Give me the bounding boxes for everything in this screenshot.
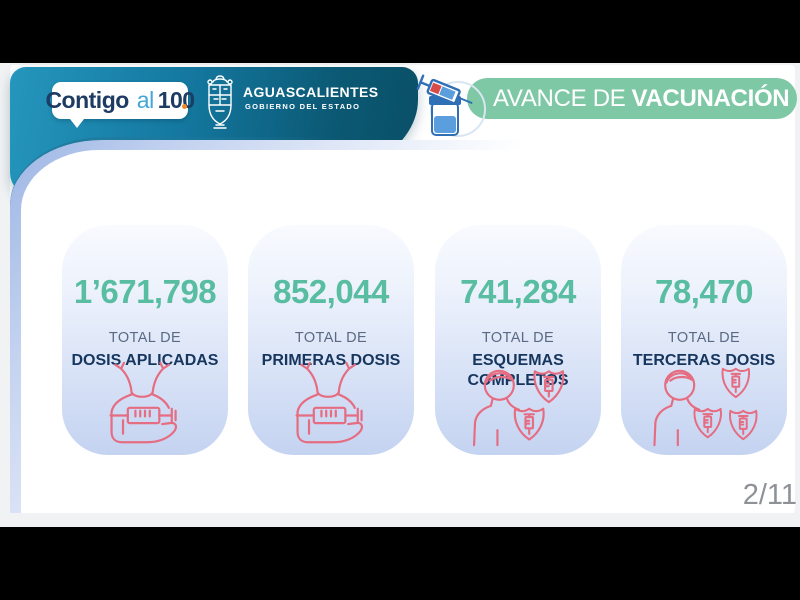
government-subtitle: GOBIERNO DEL ESTADO [245,102,361,111]
slide: Contigo al 100 AGUASCALIENTES GOBIERNO D… [0,63,800,527]
stat-label-line: COMPLETOS [467,372,569,389]
stat-label-top: TOTAL DE [294,330,368,346]
page-indicator: 2/11 [742,479,797,511]
logo-text-100: 100 [157,87,195,113]
logo-text-al: al [136,87,154,113]
stat-label-line: PRIMERAS DOSIS [261,352,401,369]
stat-label: PRIMERAS DOSIS [262,351,401,371]
stat-label-top: TOTAL DE [667,330,741,346]
contigo-logo: Contigo al 100 [45,82,195,119]
person-three-shields-icon [653,367,758,447]
state-crest-icon [207,75,233,129]
stat-value: 78,470 [655,273,753,310]
stat-value: 741,284 [460,273,576,310]
stat-card-esquemas-completos: 741,284 TOTAL DE ESQUEMAS COMPLETOS [435,225,601,455]
person-two-shields-icon [472,369,565,447]
stat-card-dosis-aplicadas: 1’671,798 TOTAL DE DOSIS APLICADAS [62,225,228,455]
stat-card-primeras-dosis: 852,044 TOTAL DE PRIMERAS DOSIS [248,225,414,455]
arm-syringe-icon [109,361,177,444]
stat-value: 1’671,798 [73,273,217,310]
logo-bubble-tail [70,119,84,128]
stat-value: 852,044 [273,273,389,310]
logo-text-contigo: Contigo [45,87,129,113]
stat-label: DOSIS APLICADAS [72,351,219,371]
stat-label-line: TERCERAS DOSIS [632,352,776,369]
title-bold: VACUNACIÓN [631,84,790,112]
government-block: AGUASCALIENTES GOBIERNO DEL ESTADO [243,84,379,111]
logo-orange-dot [181,103,187,109]
stat-label-line: DOSIS APLICADAS [71,352,219,369]
government-name: AGUASCALIENTES [243,84,379,100]
stat-label-top: TOTAL DE [481,330,555,346]
syringe-vial-icon [416,74,486,137]
title-pill: AVANCE DE VACUNACIÓN [467,78,797,119]
stat-label: ESQUEMAS COMPLETOS [467,351,568,391]
title-light: AVANCE DE [493,84,626,112]
arm-syringe-icon [295,361,363,444]
stat-label: TERCERAS DOSIS [633,351,775,371]
stat-label-top: TOTAL DE [108,330,182,346]
stat-label-line: ESQUEMAS [472,352,564,369]
stat-card-terceras-dosis: 78,470 TOTAL DE TERCERAS DOSIS [621,225,787,455]
